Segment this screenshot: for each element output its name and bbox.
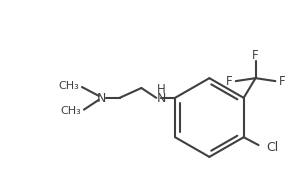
- Text: Cl: Cl: [267, 141, 279, 153]
- Text: F: F: [226, 75, 232, 88]
- Text: CH₃: CH₃: [58, 81, 79, 91]
- Text: H: H: [157, 83, 166, 96]
- Text: CH₃: CH₃: [60, 106, 81, 116]
- Text: N: N: [157, 92, 166, 105]
- Text: F: F: [252, 49, 259, 62]
- Text: F: F: [279, 75, 286, 88]
- Text: N: N: [97, 92, 106, 105]
